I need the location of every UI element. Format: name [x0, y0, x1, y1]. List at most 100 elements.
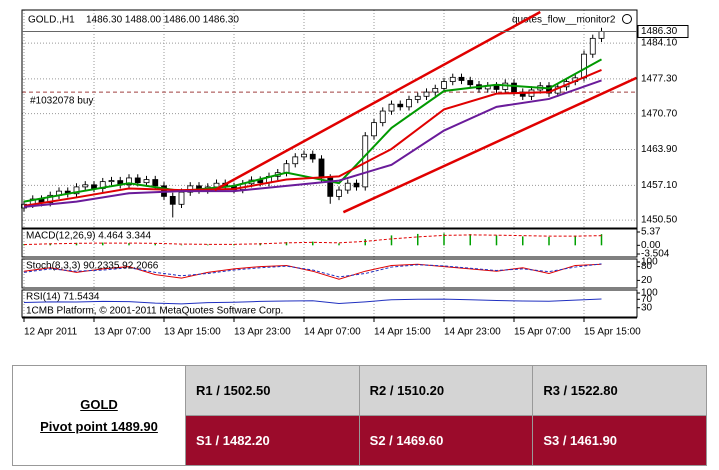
y-tick-label: 1477.30: [641, 74, 678, 85]
panel-title: MACD(12,26,9) 4.464 3.344: [26, 231, 152, 242]
x-tick-label: 15 Apr 07:00: [514, 327, 571, 338]
y-tick-label: 70: [641, 294, 653, 305]
y-tick-label: 20: [641, 275, 653, 286]
y-tick-label: 5.37: [641, 227, 661, 238]
histogram-bar: [574, 235, 576, 246]
histogram-bar: [522, 236, 524, 246]
candle-body: [397, 103, 404, 108]
histogram-bar: [443, 233, 445, 246]
indicator-line: [23, 263, 602, 278]
histogram-bar: [495, 235, 498, 246]
pivot: Pivot point 1489.90: [40, 418, 158, 434]
candle-body: [169, 195, 176, 205]
smiley: [622, 14, 632, 24]
candle-body: [546, 85, 552, 94]
candle-body: [152, 179, 159, 187]
indicator-line: [23, 298, 602, 305]
histogram-bar: [75, 242, 78, 246]
x-tick-label: 12 Apr 2011: [24, 327, 78, 338]
y-tick-label: 80: [641, 261, 653, 272]
candle-body: [414, 95, 421, 100]
trend-line: [214, 10, 541, 192]
cell: R1 / 1502.50: [185, 365, 360, 416]
candle-body: [318, 158, 325, 179]
candle-body: [449, 76, 456, 82]
candle-body: [432, 87, 439, 93]
candle-body: [292, 156, 299, 165]
histogram-bar: [417, 233, 419, 246]
candle-body: [82, 184, 89, 188]
histogram-bar: [154, 243, 156, 246]
candle-body: [441, 81, 447, 89]
histogram-bar: [548, 236, 550, 246]
x-tick-label: 14 Apr 15:00: [374, 327, 431, 338]
y-tick-label: 0.00: [641, 240, 661, 251]
moving-average: [23, 69, 602, 207]
panel-title: RSI(14) 71.5434: [26, 292, 100, 303]
moving-average: [23, 79, 602, 208]
monitor-label: quotes_flow__monitor2: [512, 15, 616, 26]
candle-body: [379, 110, 386, 124]
y-tick-label: 100: [641, 257, 658, 268]
candle-body: [511, 82, 517, 93]
histogram-bar: [23, 244, 25, 246]
candle-body: [108, 180, 115, 183]
y-tick-label: 1450.50: [641, 215, 678, 226]
candle-body: [589, 37, 596, 55]
candle-body: [371, 122, 377, 137]
histogram-bar: [364, 239, 366, 246]
histogram-bar: [469, 234, 471, 246]
candle-body: [336, 189, 342, 197]
cell: R2 / 1510.20: [358, 365, 534, 416]
histogram-bar: [285, 242, 288, 246]
histogram-bar: [600, 234, 603, 246]
right-mask: [637, 0, 719, 228]
panel-frame: [21, 258, 638, 289]
x-tick-label: 13 Apr 15:00: [164, 327, 221, 338]
histogram-bar: [390, 235, 393, 246]
y-tick-label: 100: [641, 288, 658, 299]
histogram-bar: [207, 244, 209, 246]
x-tick-label: 13 Apr 23:00: [234, 327, 291, 338]
candle-body: [467, 80, 474, 86]
panel-frame: [21, 228, 638, 258]
candle-body: [598, 31, 605, 39]
price-label: 1486.30: [641, 26, 678, 37]
candle-body: [388, 103, 395, 112]
candle-body: [73, 186, 80, 195]
order-label: #1032078 buy: [30, 96, 93, 107]
symbol: GOLD: [80, 396, 118, 412]
y-tick-label: 1463.90: [641, 144, 678, 155]
pivot-table: GOLD Pivot point 1489.90 R1 / 1502.50 R2…: [12, 365, 707, 466]
candle-body: [47, 194, 54, 204]
x-tick-label: 13 Apr 07:00: [94, 327, 151, 338]
candle-body: [126, 177, 132, 186]
cell: S3 / 1461.90: [532, 415, 707, 466]
symbol-cell: GOLD Pivot point 1489.90: [12, 365, 186, 466]
top-mask: [0, 0, 719, 10]
main-frame: [21, 9, 638, 229]
x-tick-label: 14 Apr 23:00: [444, 327, 501, 338]
support-row: S1 / 1482.20 S2 / 1469.60 S3 / 1461.90: [13, 415, 707, 466]
candle-body: [301, 153, 307, 158]
candle-body: [493, 85, 500, 90]
candle-body: [143, 179, 150, 184]
ohlc-header: 1486.30 1488.00 1486.00 1486.30: [86, 15, 239, 26]
candle-body: [406, 99, 412, 108]
trend-line: [342, 76, 638, 214]
candle-body: [353, 182, 360, 188]
y-tick-label: 1484.10: [641, 38, 678, 49]
cell: S2 / 1469.60: [358, 415, 534, 466]
candle-body: [283, 163, 290, 174]
y-tick-label: 30: [641, 302, 653, 313]
panel-title: Stoch(8,3,3) 90.2335 92.2066: [26, 261, 159, 272]
histogram-bar: [312, 241, 314, 246]
price-box: [637, 24, 689, 38]
candle-body: [213, 182, 220, 188]
cell: S1 / 1482.20: [185, 415, 360, 466]
candle-body: [344, 182, 351, 191]
histogram-bar: [102, 242, 104, 246]
cell: R3 / 1522.80: [532, 365, 707, 416]
candle-body: [134, 177, 141, 184]
